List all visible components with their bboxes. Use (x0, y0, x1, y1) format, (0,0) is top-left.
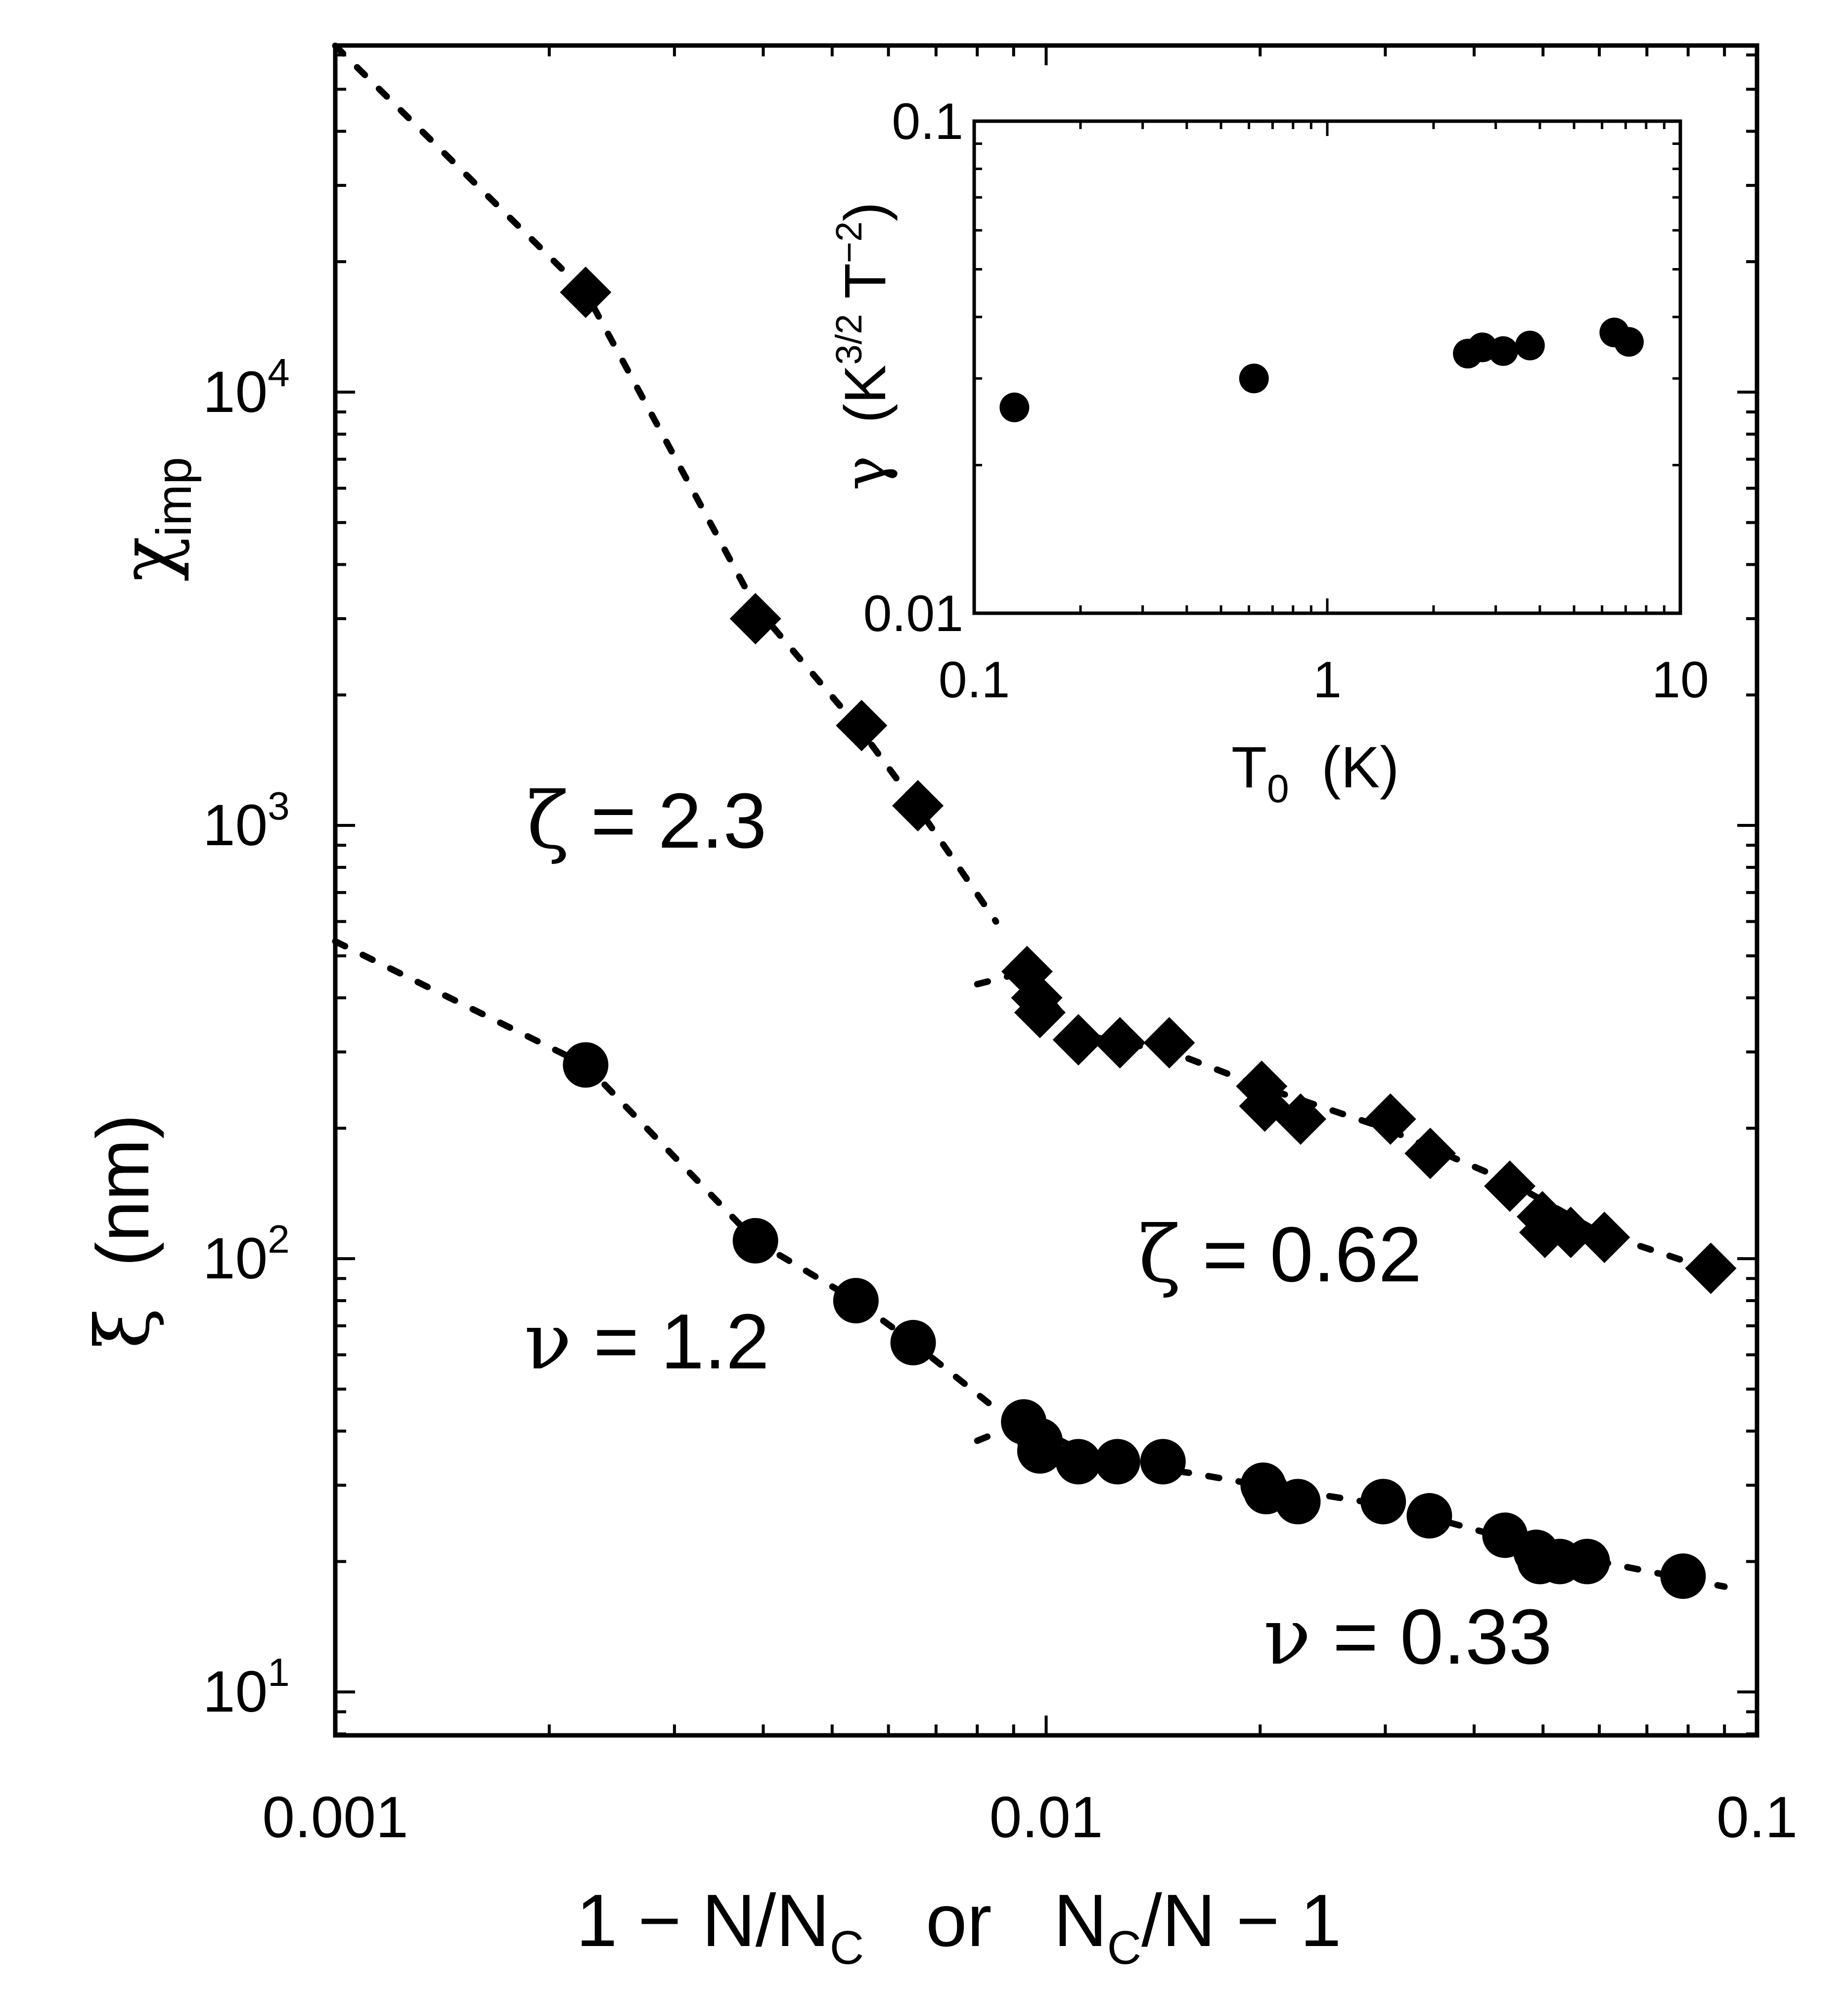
diamond-marker (1014, 987, 1066, 1039)
diamond-marker (1484, 1160, 1536, 1212)
inset-circle-marker (999, 392, 1030, 422)
diamond-marker (1685, 1242, 1737, 1294)
diamond-marker (1404, 1128, 1456, 1179)
inset-y-axis-title: γ (K3/2 T−2) (828, 202, 899, 490)
circle-marker (1275, 1479, 1321, 1525)
circle-marker (890, 1319, 936, 1365)
circle-marker (1017, 1428, 1063, 1474)
annotation-zeta-0-62: ζ = 0.62 (1138, 1209, 1422, 1300)
main-data-markers (560, 267, 1737, 1599)
inset-y-tick-label: 0.01 (863, 585, 963, 642)
inset-x-axis-title: T0 (K) (1231, 735, 1399, 811)
inset-circle-marker (1239, 363, 1269, 394)
diamond-marker (1143, 1017, 1195, 1069)
circle-marker (732, 1218, 778, 1264)
diamond-marker (1545, 1206, 1597, 1258)
inset-plot-frame (972, 119, 1682, 615)
inset-x-tick-label: 10 (1652, 651, 1709, 709)
annotation-zeta-2-3: ζ = 2.3 (527, 775, 766, 866)
annotation-nu-0-33: ν = 0.33 (1263, 1591, 1552, 1682)
y-tick-label: 102 (203, 1217, 290, 1291)
fit-curve-0-0 (332, 43, 999, 925)
y-tick-label: 103 (203, 784, 290, 858)
inset-data-markers (999, 317, 1644, 422)
y-tick-label: 104 (203, 351, 290, 425)
diamond-marker (1364, 1093, 1416, 1145)
circle-marker (1055, 1439, 1101, 1485)
x-tick-label: 0.1 (1716, 1785, 1798, 1850)
y-tick-label: 101 (203, 1650, 290, 1724)
main-y-axis-title-bottom: ξ (nm) (80, 1114, 166, 1349)
inset-circle-marker (1515, 330, 1545, 361)
diamond-marker (836, 700, 888, 752)
fit-curve-1-0 (332, 938, 999, 1412)
diamond-marker (560, 267, 612, 318)
inset-x-tick-label: 1 (1313, 651, 1342, 709)
annotation-nu-1-2: ν = 1.2 (524, 1296, 769, 1387)
diamond-marker (1052, 1014, 1104, 1066)
diamond-marker (1519, 1206, 1571, 1258)
diamond-marker (1578, 1212, 1630, 1264)
circle-marker (1660, 1553, 1706, 1599)
inset-plot: 0.1 1 10 0.01 0.1 T0 (K) γ (K3/2 T−2) (828, 93, 1709, 811)
inset-circle-marker (1614, 327, 1644, 357)
diamond-marker (729, 593, 781, 645)
inset-y-tick-label: 0.1 (892, 93, 963, 150)
diamond-marker (1094, 1017, 1146, 1069)
inset-tick-labels: 0.1 1 10 0.01 0.1 (863, 93, 1709, 709)
circle-marker (1564, 1539, 1610, 1585)
diamond-marker (892, 780, 944, 832)
circle-marker (563, 1042, 609, 1088)
circle-marker (833, 1278, 879, 1324)
inset-x-tick-label: 0.1 (939, 651, 1010, 709)
circle-marker (1140, 1439, 1186, 1485)
circle-marker (1094, 1439, 1140, 1485)
main-y-axis-title-top: χimp (105, 457, 202, 582)
x-tick-label: 0.001 (262, 1785, 408, 1850)
x-tick-label: 0.01 (990, 1785, 1103, 1850)
main-axis-ticks (334, 45, 1758, 1736)
main-x-axis-title: 1 − N/NC or NC/N − 1 (576, 1879, 1341, 1974)
diamond-marker (1275, 1093, 1327, 1145)
inset-circle-marker (1488, 336, 1518, 366)
circle-marker (1406, 1493, 1452, 1539)
inset-axis-ticks (973, 121, 1680, 615)
circle-marker (1360, 1479, 1406, 1525)
